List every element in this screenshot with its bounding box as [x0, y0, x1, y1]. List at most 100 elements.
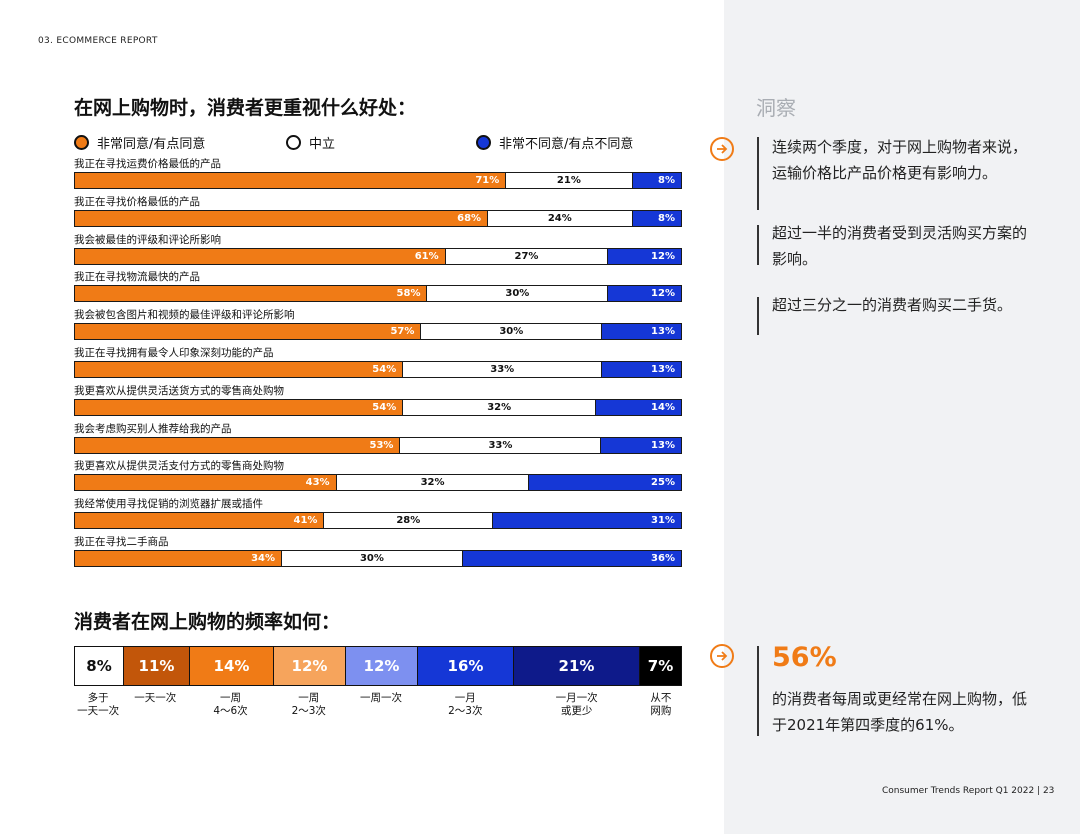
bar-category-label: 我会被包含图片和视频的最佳评级和评论所影响 [74, 309, 295, 322]
bar-segment-agree: 41% [75, 513, 324, 529]
frequency-category-label: 从不 网购 [650, 692, 672, 717]
bar-segment-disagree: 12% [608, 286, 681, 302]
legend-disagree-label: 非常不同意/有点不同意 [499, 137, 634, 152]
bar-row: 我会被包含图片和视频的最佳评级和评论所影响 57% 30% 13% [74, 306, 682, 344]
bar-segment-agree: 71% [75, 173, 506, 188]
insight-divider [757, 225, 759, 265]
bar-segment-disagree: 13% [601, 437, 681, 453]
section-label: 03. ECOMMERCE REPORT [38, 36, 158, 46]
legend-agree: 非常同意/有点同意 [74, 133, 205, 152]
bar-row: 我正在寻找二手商品 34% 30% 36% [74, 533, 682, 571]
neutral-swatch-icon [286, 135, 301, 150]
bar-segment-disagree: 31% [493, 513, 681, 529]
bar-segment-neutral: 24% [487, 210, 633, 226]
bar-segment-agree: 58% [75, 286, 427, 302]
bar-category-label: 我更喜欢从提供灵活支付方式的零售商处购物 [74, 460, 284, 473]
frequency-category-label: 一周 2～3次 [291, 692, 326, 717]
bar-row: 我经常使用寻找促销的浏览器扩展或插件 41% 28% 31% [74, 495, 682, 533]
frequency-stacked-bar: 8% 11% 14% 12% 12% 16% 21% 7% [74, 646, 682, 686]
frequency-category-label: 一周一次 [360, 692, 402, 704]
frequency-labels: 多于 一天一次 一天一次 一周 4～6次 一周 2～3次 一周一次 一月 2～3次 一月一次… [74, 692, 682, 722]
arrow-right-icon [710, 137, 734, 161]
bar-category-label: 我更喜欢从提供灵活送货方式的零售商处购物 [74, 384, 284, 397]
bar-segment-neutral: 30% [281, 550, 463, 566]
bar-segment-agree: 43% [75, 475, 336, 491]
stat-value: 56% [772, 642, 837, 673]
bar-row: 我正在寻找运费价格最低的产品 71% 21% 8% [74, 155, 682, 193]
bar-segment-agree: 61% [75, 248, 445, 264]
insights-title: 洞察 [756, 96, 796, 120]
benefits-chart-title: 在网上购物时，消费者更重视什么好处： [74, 97, 417, 119]
frequency-segment: 16% [417, 647, 513, 685]
frequency-segment: 7% [639, 647, 681, 685]
bar-row: 我会考虑购买别人推荐给我的产品 53% 33% 13% [74, 420, 682, 458]
frequency-segment: 14% [189, 647, 273, 685]
bar-category-label: 我正在寻找物流最快的产品 [74, 271, 200, 284]
frequency-category-label: 一月一次 或更少 [555, 692, 598, 717]
bar-segment-disagree: 8% [632, 173, 681, 188]
bar-row: 我正在寻找物流最快的产品 58% 30% 12% [74, 268, 682, 306]
bar-segment-agree: 68% [75, 210, 488, 226]
stat-text: 的消费者每周或更经常在网上购物，低于2021年第四季度的61%。 [772, 690, 1028, 734]
bar-row: 我会被最佳的评级和评论所影响 61% 27% 12% [74, 231, 682, 269]
bar-segment-disagree: 13% [602, 324, 681, 340]
stacked-bar: 58% 30% 12% [74, 285, 682, 303]
bar-segment-neutral: 32% [335, 475, 530, 491]
bar-segment-neutral: 32% [402, 399, 597, 415]
stacked-bar: 54% 33% 13% [74, 360, 682, 378]
bar-segment-disagree: 12% [608, 248, 681, 264]
insight-3: 超过三分之一的消费者购买二手货。 [772, 296, 1013, 314]
agree-swatch-icon [74, 135, 89, 150]
bar-segment-neutral: 33% [402, 361, 603, 377]
insight-divider [757, 646, 759, 736]
benefits-stacked-bars: 我正在寻找运费价格最低的产品 71% 21% 8% 我正在寻找价格最低的产品 68% 24%… [74, 155, 682, 571]
bar-segment-agree: 53% [75, 437, 400, 453]
frequency-category-label: 多于 一天一次 [77, 692, 120, 717]
bar-category-label: 我正在寻找运费价格最低的产品 [74, 158, 221, 170]
insights-panel [724, 0, 1080, 834]
stacked-bar: 68% 24% 8% [74, 209, 682, 227]
bar-segment-disagree: 14% [596, 399, 681, 415]
frequency-chart-title: 消费者在网上购物的频率如何： [74, 611, 341, 633]
page-footer: Consumer Trends Report Q1 2022 | 23 [882, 786, 1055, 796]
bar-row: 我正在寻找价格最低的产品 68% 24% 8% [74, 193, 682, 231]
bar-row: 我正在寻找拥有最令人印象深刻功能的产品 54% 33% 13% [74, 344, 682, 382]
bar-segment-agree: 54% [75, 399, 403, 415]
bar-segment-neutral: 33% [399, 437, 602, 453]
bar-segment-neutral: 30% [420, 324, 603, 340]
stacked-bar: 34% 30% 36% [74, 549, 682, 567]
bar-segment-agree: 34% [75, 550, 282, 566]
frequency-segment: 12% [273, 647, 345, 685]
stacked-bar: 54% 32% 14% [74, 398, 682, 416]
stacked-bar: 43% 32% 25% [74, 474, 682, 492]
bar-category-label: 我经常使用寻找促销的浏览器扩展或插件 [74, 498, 263, 511]
insight-1: 连续两个季度，对于网上购物者来说，运输价格比产品价格更有影响力。 [772, 138, 1028, 182]
bar-category-label: 我正在寻找价格最低的产品 [74, 195, 200, 208]
legend-disagree: 非常不同意/有点不同意 [476, 133, 633, 152]
legend-neutral-label: 中立 [309, 137, 336, 152]
insight-2: 超过一半的消费者受到灵活购买方案的影响。 [772, 224, 1028, 268]
stacked-bar: 61% 27% 12% [74, 247, 682, 265]
frequency-category-label: 一月 2～3次 [448, 692, 483, 717]
bar-segment-disagree: 8% [632, 210, 681, 226]
stacked-bar: 71% 21% 8% [74, 172, 682, 189]
frequency-segment: 11% [123, 647, 189, 685]
arrow-right-icon [710, 644, 734, 668]
stacked-bar: 57% 30% 13% [74, 323, 682, 341]
bar-category-label: 我正在寻找二手商品 [74, 535, 169, 548]
insight-divider [757, 137, 759, 210]
insight-divider [757, 297, 759, 335]
frequency-segment: 8% [75, 647, 123, 685]
bar-segment-disagree: 36% [462, 550, 681, 566]
bar-segment-disagree: 25% [529, 475, 681, 491]
legend-neutral: 中立 [286, 133, 335, 152]
bar-segment-agree: 57% [75, 324, 421, 340]
bar-segment-neutral: 21% [505, 173, 633, 188]
frequency-segment: 12% [345, 647, 417, 685]
bar-category-label: 我会考虑购买别人推荐给我的产品 [74, 422, 232, 435]
frequency-segment: 21% [513, 647, 639, 685]
frequency-category-label: 一周 4～6次 [213, 692, 248, 717]
bar-row: 我更喜欢从提供灵活支付方式的零售商处购物 43% 32% 25% [74, 457, 682, 495]
bar-segment-agree: 54% [75, 361, 403, 377]
bar-segment-neutral: 27% [444, 248, 609, 264]
